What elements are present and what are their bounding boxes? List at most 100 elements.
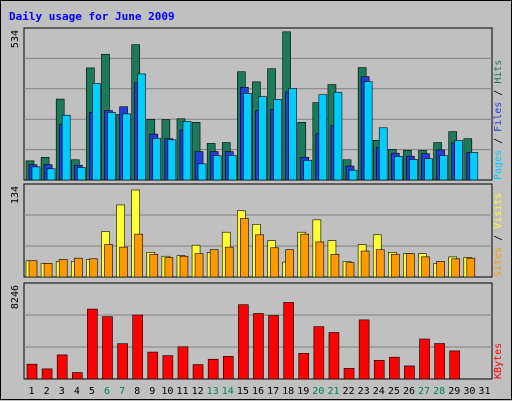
axis-max-label: 8246 [10,285,21,309]
bar-kbytes-day-19 [298,352,310,380]
day-label-20: 20 [312,386,324,397]
axis-max-label: 534 [10,30,21,48]
bar-pages-day-21 [333,91,343,181]
bar-kbytes-day-26 [404,365,415,380]
legend: Sites / Visits [493,193,504,277]
day-label-31: 31 [478,386,490,397]
bar-kbytes-day-7 [117,343,128,380]
bar-pages-day-27 [424,158,433,181]
bar-pages-day-28 [439,155,448,181]
bar-pages-day-6 [107,112,116,181]
bar-kbytes-day-4 [71,372,83,380]
bar-sites-day-22 [345,262,355,278]
bar-sites-day-2 [43,263,53,278]
bar-kbytes-day-28 [434,343,445,380]
bar-pages-day-7 [122,113,131,181]
day-label-5: 5 [89,386,95,397]
day-label-21: 21 [327,386,339,397]
bar-kbytes-day-14 [222,356,234,380]
bar-kbytes-day-20 [313,326,325,380]
bar-pages-day-13 [212,155,222,181]
day-label-14: 14 [222,386,234,397]
day-label-27: 27 [418,386,430,397]
bar-pages-day-24 [378,127,388,181]
bar-sites-day-4 [73,257,83,278]
legend-visits: Visits [493,193,504,229]
bar-sites-day-27 [421,256,430,278]
bar-sites-day-24 [375,249,385,278]
bar-pages-day-20 [318,94,328,181]
bar-pages-day-2 [46,168,56,181]
bar-kbytes-day-9 [147,351,159,380]
bar-pages-day-15 [243,93,252,181]
bar-pages-day-19 [303,160,313,181]
bar-sites-day-18 [285,249,294,278]
bar-sites-day-13 [209,249,219,278]
day-label-17: 17 [267,386,279,397]
bar-sites-day-3 [58,259,68,278]
bar-sites-day-20 [315,241,325,278]
legend: Pages / Files / Hits [493,60,504,180]
bar-kbytes-day-11 [177,346,189,380]
bar-kbytes-day-13 [207,358,219,380]
panel-kbytes: 8246 KBytes [10,282,504,380]
bar-pages-day-4 [76,167,86,181]
bar-sites-day-16 [255,234,264,278]
day-label-30: 30 [463,386,475,397]
bar-sites-day-21 [330,253,340,278]
bar-sites-day-28 [436,261,445,278]
legend-separator: / [493,132,504,150]
day-label-26: 26 [403,386,415,397]
bar-kbytes-day-23 [358,319,370,380]
bar-pages-day-22 [348,169,358,181]
legend-separator: / [493,84,504,102]
bar-pages-day-16 [258,96,267,181]
bar-kbytes-day-10 [162,355,174,380]
bar-pages-day-29 [454,140,464,181]
bar-pages-day-5 [92,83,101,181]
day-label-19: 19 [297,386,309,397]
bar-kbytes-day-21 [328,332,340,380]
bar-kbytes-day-6 [102,316,113,380]
day-label-9: 9 [149,386,155,397]
bar-pages-day-8 [137,73,146,181]
day-label-2: 2 [44,386,50,397]
bar-kbytes-day-24 [373,360,385,380]
bar-kbytes-day-27 [419,338,430,380]
bar-sites-day-26 [406,253,415,278]
bar-kbytes-day-1 [26,363,38,380]
bar-pages-day-11 [182,121,192,181]
bar-pages-day-14 [227,155,237,181]
bar-pages-day-18 [288,88,297,181]
bar-sites-day-9 [149,253,159,278]
day-label-28: 28 [433,386,445,397]
day-label-23: 23 [358,386,370,397]
day-label-4: 4 [74,386,80,397]
day-label-16: 16 [252,386,264,397]
legend-pages: Pages [493,150,504,180]
legend: KBytes [493,343,504,379]
bar-kbytes-day-5 [87,308,98,380]
bar-sites-day-12 [194,253,204,278]
legend-kbytes: KBytes [493,343,504,379]
bar-pages-day-10 [167,139,177,181]
bar-pages-day-17 [273,99,282,181]
bar-kbytes-day-18 [283,302,294,380]
bar-kbytes-day-29 [449,350,461,380]
bar-pages-day-30 [469,152,479,181]
bar-pages-day-3 [61,114,71,181]
bar-kbytes-day-16 [253,313,264,380]
day-label-22: 22 [343,386,355,397]
bar-kbytes-day-17 [268,315,279,380]
bar-kbytes-day-25 [389,356,400,380]
bar-sites-day-29 [451,258,461,278]
bar-kbytes-day-3 [56,354,68,380]
bar-pages-day-12 [197,163,207,181]
bar-sites-day-10 [164,257,174,278]
bar-sites-day-8 [134,233,143,278]
panel-visits-sites: 134 Sites / Visits [10,183,504,278]
bar-pages-day-9 [152,138,162,181]
bar-pages-day-1 [31,166,41,181]
